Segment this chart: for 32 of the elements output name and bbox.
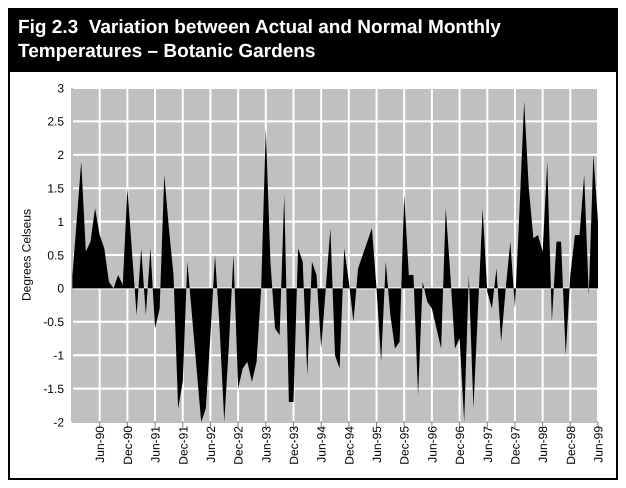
x-tick-label: Jun-94 bbox=[314, 426, 329, 463]
y-tick-label: -1.5 bbox=[43, 382, 64, 396]
x-tick-label: Jun-90 bbox=[93, 426, 108, 463]
x-tick-label: Jun-98 bbox=[536, 426, 550, 463]
x-tick-label: Jun-92 bbox=[204, 426, 218, 463]
y-tick-label: 1.5 bbox=[47, 181, 64, 196]
x-tick-label: Dec-93 bbox=[286, 426, 301, 465]
x-tick-label: Dec-90 bbox=[120, 426, 135, 465]
x-tick-label: Dec-98 bbox=[564, 426, 578, 465]
x-tick-label: Jun-91 bbox=[148, 426, 163, 463]
y-tick-label: 2 bbox=[57, 148, 64, 162]
y-tick-label: 1 bbox=[57, 214, 64, 229]
chart-title: Fig 2.3 Variation between Actual and Normal Monthly Temperatures – Botanic Gardens bbox=[10, 10, 616, 72]
x-tick-label: Dec-95 bbox=[398, 426, 412, 465]
x-tick-label: Jun-96 bbox=[425, 426, 440, 463]
x-tick-label: Jun-97 bbox=[480, 426, 495, 463]
y-tick-label: -0.5 bbox=[43, 315, 64, 330]
y-tick-label: 0 bbox=[57, 282, 64, 296]
y-axis-title: Degrees Celseus bbox=[19, 208, 34, 302]
y-tick-label: 2.5 bbox=[47, 114, 64, 129]
y-tick-label: 0.5 bbox=[47, 248, 64, 262]
x-tick-label: Dec-97 bbox=[508, 426, 522, 465]
x-tick-label: Jun-95 bbox=[370, 426, 384, 463]
x-tick-label: Jun-99 bbox=[592, 426, 606, 463]
y-tick-label: -2 bbox=[53, 415, 64, 430]
x-tick-label: Dec-91 bbox=[176, 426, 190, 465]
y-tick-label: -1 bbox=[53, 348, 64, 362]
y-tick-label: 3 bbox=[57, 81, 64, 96]
x-tick-label: Dec-92 bbox=[232, 426, 246, 465]
x-tick-label: Dec-94 bbox=[342, 426, 356, 465]
x-tick-label: Dec-96 bbox=[453, 426, 468, 465]
x-tick-label: Jun-93 bbox=[259, 426, 274, 463]
